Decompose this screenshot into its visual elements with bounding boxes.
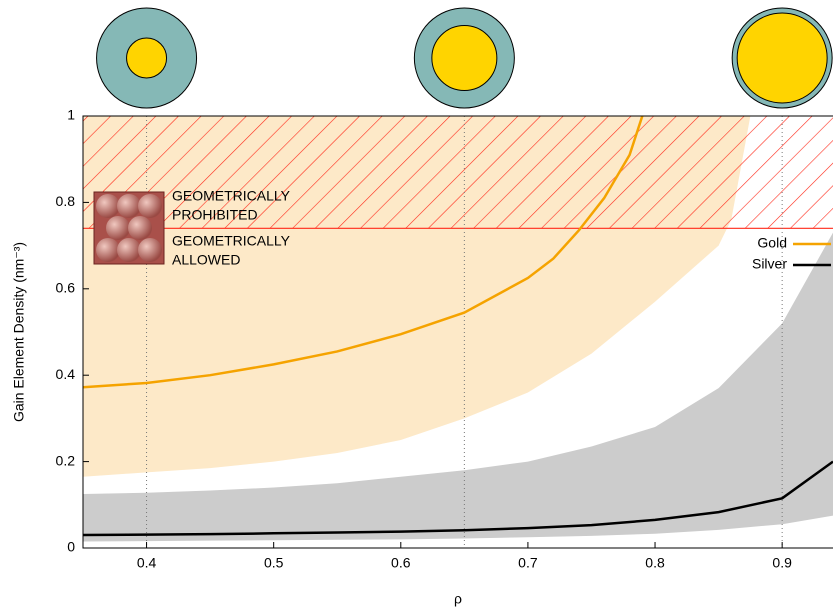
y-axis-label: Gain Element Density (nm⁻³): [11, 242, 27, 422]
y-tick-label: 1: [67, 107, 75, 123]
line: [83, 116, 644, 389]
annotation: GEOMETRICALLY: [172, 188, 291, 204]
annotation: ALLOWED: [172, 252, 240, 268]
annotation: GEOMETRICALLY: [172, 233, 291, 249]
x-tick-label: 0.7: [518, 555, 538, 571]
axis-frame: [82, 115, 833, 549]
legend-label: Gold: [757, 235, 787, 251]
y-tick-label: 0.8: [56, 193, 76, 209]
core: [431, 25, 498, 91]
core: [126, 37, 168, 79]
x-axis-label: ρ: [454, 591, 462, 607]
lattice-inset: [93, 191, 165, 265]
band: [83, 232, 833, 542]
x-tick-label: 0.9: [772, 555, 792, 571]
legend-label: Silver: [752, 256, 787, 272]
plot-area: [83, 116, 833, 548]
y-tick-label: 0.2: [56, 452, 76, 468]
core: [736, 12, 828, 104]
prohibited-region: [83, 116, 833, 229]
x-tick-label: 0.8: [645, 555, 665, 571]
x-tick-label: 0.4: [137, 555, 157, 571]
x-tick-label: 0.6: [391, 555, 411, 571]
x-tick-label: 0.5: [264, 555, 284, 571]
y-tick-label: 0.6: [56, 280, 76, 296]
line: [83, 460, 833, 537]
y-tick-label: 0: [67, 539, 75, 555]
y-tick-label: 0.4: [56, 366, 76, 382]
annotation: PROHIBITED: [172, 207, 258, 223]
